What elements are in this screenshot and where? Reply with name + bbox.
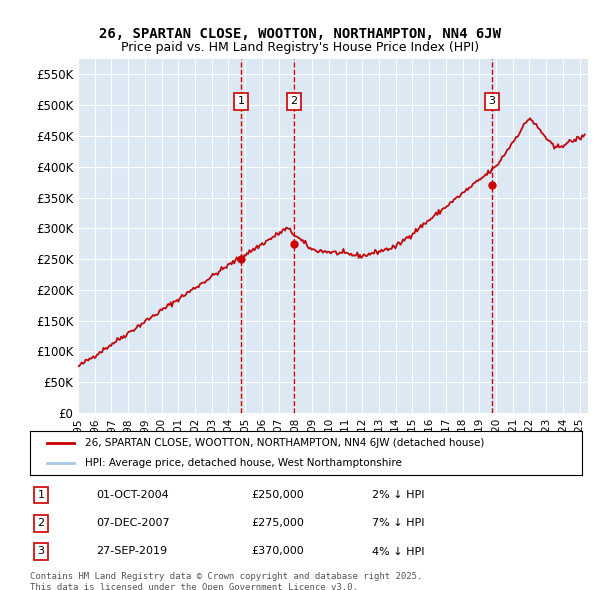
Text: 2% ↓ HPI: 2% ↓ HPI xyxy=(372,490,425,500)
Text: 26, SPARTAN CLOSE, WOOTTON, NORTHAMPTON, NN4 6JW: 26, SPARTAN CLOSE, WOOTTON, NORTHAMPTON,… xyxy=(99,27,501,41)
Text: £250,000: £250,000 xyxy=(251,490,304,500)
Text: HPI: Average price, detached house, West Northamptonshire: HPI: Average price, detached house, West… xyxy=(85,458,402,467)
Text: 01-OCT-2004: 01-OCT-2004 xyxy=(96,490,169,500)
Text: £275,000: £275,000 xyxy=(251,518,304,528)
Text: 26, SPARTAN CLOSE, WOOTTON, NORTHAMPTON, NN4 6JW (detached house): 26, SPARTAN CLOSE, WOOTTON, NORTHAMPTON,… xyxy=(85,438,485,448)
Text: 4% ↓ HPI: 4% ↓ HPI xyxy=(372,546,425,556)
Text: Price paid vs. HM Land Registry's House Price Index (HPI): Price paid vs. HM Land Registry's House … xyxy=(121,41,479,54)
Text: 07-DEC-2007: 07-DEC-2007 xyxy=(96,518,170,528)
Text: 7% ↓ HPI: 7% ↓ HPI xyxy=(372,518,425,528)
Text: 2: 2 xyxy=(290,97,298,106)
Text: 1: 1 xyxy=(38,490,44,500)
Text: 1: 1 xyxy=(238,97,245,106)
Text: Contains HM Land Registry data © Crown copyright and database right 2025.
This d: Contains HM Land Registry data © Crown c… xyxy=(30,572,422,590)
Text: 3: 3 xyxy=(488,97,496,106)
Text: 3: 3 xyxy=(38,546,44,556)
Text: 2: 2 xyxy=(37,518,44,528)
Text: 27-SEP-2019: 27-SEP-2019 xyxy=(96,546,167,556)
Text: £370,000: £370,000 xyxy=(251,546,304,556)
